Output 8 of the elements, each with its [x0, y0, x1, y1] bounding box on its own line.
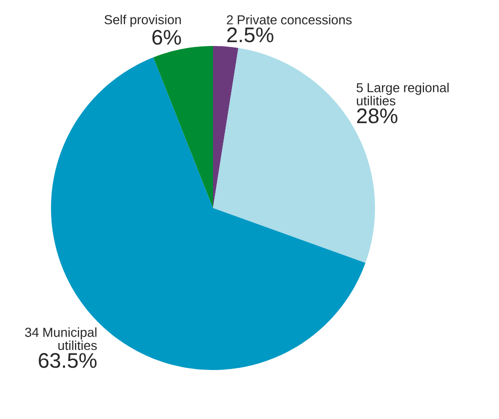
slice-label: 5 Large regional utilities [356, 82, 449, 106]
data-label: 6% [152, 30, 181, 45]
data-label: 63.5% [38, 353, 97, 368]
data-label: 28% [357, 108, 398, 124]
slice-label: Self provision [104, 14, 181, 27]
slice-label: 34 Municipal utilities [25, 327, 97, 350]
data-label: 2.5% [227, 27, 274, 42]
slice-label: 2 Private concessions [226, 14, 352, 24]
